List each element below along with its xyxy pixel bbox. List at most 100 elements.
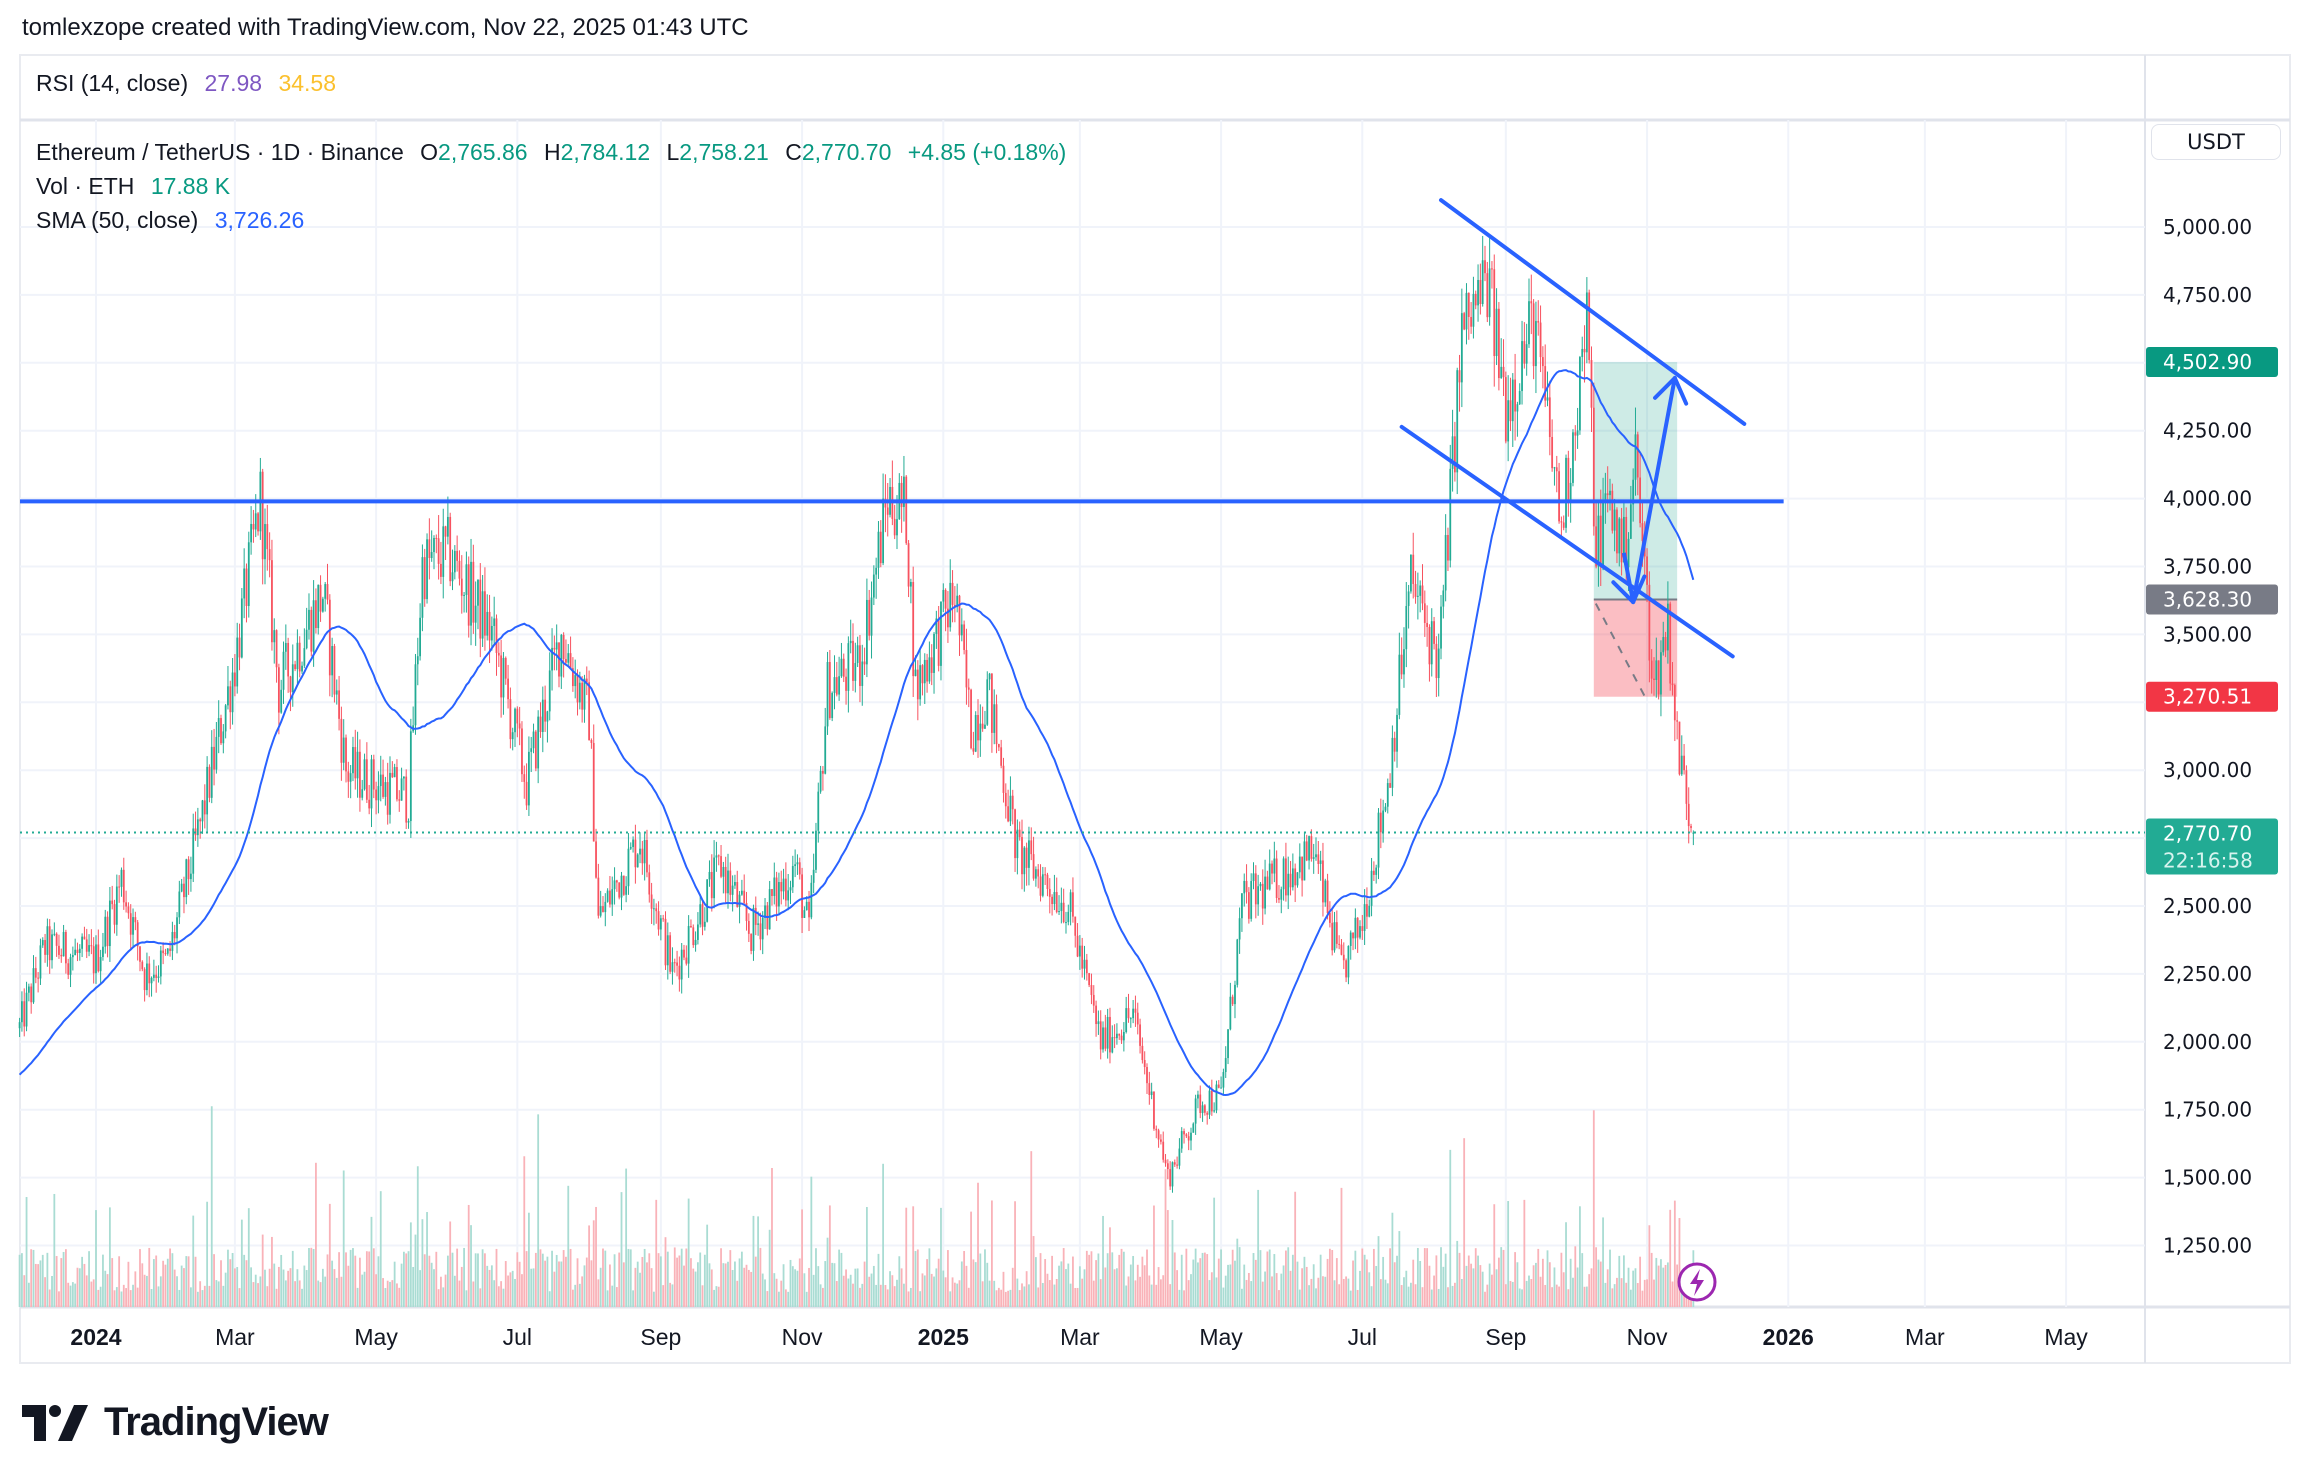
candle-body — [805, 901, 808, 911]
drawings[interactable] — [20, 198, 2145, 834]
candle-body — [685, 957, 688, 964]
volume-bar — [1146, 1249, 1148, 1307]
candle-body — [1623, 516, 1625, 563]
sma-legend[interactable]: SMA (50, close) 3,726.26 — [36, 207, 304, 234]
candle-body — [53, 933, 56, 935]
candle-body — [442, 526, 445, 577]
candle-body — [865, 599, 868, 665]
candle-body — [1405, 605, 1408, 650]
candle-body — [965, 649, 968, 688]
candle-body — [1173, 1162, 1176, 1165]
lightning-icon[interactable] — [1677, 1262, 1717, 1302]
volume-bar — [801, 1209, 803, 1307]
candle-body — [81, 936, 84, 949]
volume-bar — [296, 1269, 299, 1307]
volume-bar — [861, 1283, 864, 1307]
volume-bar — [1574, 1246, 1577, 1307]
volume-bar — [76, 1267, 79, 1307]
volume-bar — [1236, 1238, 1239, 1307]
volume-bar — [1632, 1270, 1635, 1307]
volume-bar — [284, 1280, 287, 1307]
candle-body — [1148, 1083, 1151, 1095]
candle-body — [106, 916, 109, 947]
candle-body — [97, 944, 100, 972]
volume-bar — [521, 1274, 523, 1307]
volume-bar — [981, 1281, 984, 1307]
volume-bar — [368, 1251, 371, 1307]
price-scale[interactable]: 5,000.004,750.004,250.004,000.003,750.00… — [2163, 215, 2252, 1258]
volume-bar — [1370, 1286, 1373, 1307]
candle-body — [361, 789, 364, 798]
volume-bar — [1065, 1269, 1067, 1307]
candle-body — [1062, 902, 1065, 923]
volume-bar — [757, 1216, 759, 1307]
candle-body — [516, 708, 519, 724]
volume-bar — [1298, 1289, 1301, 1307]
candle-body — [1324, 880, 1327, 903]
volume-bar — [544, 1260, 547, 1307]
volume-bar — [1060, 1261, 1063, 1307]
channel-lower-trendline — [1399, 424, 1735, 659]
candle-body — [27, 986, 30, 993]
volume-bar — [1463, 1138, 1466, 1307]
candle-body — [90, 945, 93, 947]
candle-body — [551, 647, 553, 671]
close-label: C — [785, 139, 802, 165]
time-tick-label: Sep — [1485, 1324, 1526, 1350]
candle-body — [1245, 880, 1248, 893]
candle-body — [1048, 888, 1051, 897]
candle-body — [1187, 1136, 1190, 1141]
volume-bar — [1497, 1257, 1500, 1307]
candle-body — [1546, 397, 1549, 401]
volume-bar — [136, 1287, 139, 1307]
volume-bar — [402, 1251, 405, 1307]
volume-bar — [750, 1271, 753, 1307]
candle-body — [398, 799, 401, 801]
candle-body — [58, 945, 60, 955]
candle-body — [984, 724, 986, 729]
volume-bar — [560, 1261, 563, 1307]
volume-bar — [865, 1207, 868, 1307]
tradingview-logo[interactable]: TradingView — [22, 1400, 329, 1445]
candle-body — [1002, 765, 1005, 793]
candle-body — [1430, 621, 1433, 665]
candle-body — [159, 950, 162, 977]
volume-bar — [1287, 1247, 1290, 1307]
time-axis[interactable]: 2024 Mar May Jul Sep Nov 2025 Mar May Jul Sep Nov 20… — [70, 1324, 2088, 1350]
volume-legend[interactable]: Vol · ETH 17.88 K — [36, 173, 230, 200]
volume-bar — [956, 1283, 959, 1307]
candle-body — [1335, 922, 1338, 944]
currency-button[interactable]: USDT — [2151, 124, 2281, 160]
volume-bar — [1650, 1252, 1653, 1307]
volume-bar — [1375, 1265, 1378, 1307]
candle-body — [1632, 479, 1635, 505]
volume-bar — [1069, 1283, 1072, 1307]
volume-bar — [625, 1168, 628, 1307]
volume-bar — [972, 1259, 975, 1307]
volume-bar — [1516, 1262, 1519, 1307]
symbol-legend[interactable]: Ethereum / TetherUS · 1D · Binance O2,76… — [36, 139, 1066, 166]
volume-bar — [578, 1283, 581, 1307]
volume-bar — [754, 1256, 757, 1307]
candle-body — [1210, 1090, 1213, 1112]
candle-body — [1011, 795, 1014, 810]
volume-bar — [231, 1252, 234, 1307]
volume-bar — [67, 1282, 70, 1307]
candle-body — [479, 579, 482, 639]
candle-body — [1074, 916, 1077, 936]
candle-body — [1166, 1163, 1169, 1170]
volume-bar — [1164, 1169, 1167, 1307]
candle-body — [907, 543, 910, 587]
volume-bar — [1206, 1254, 1209, 1307]
volume-bar — [831, 1262, 834, 1307]
volume-bar — [764, 1279, 766, 1307]
candle-body — [1155, 1128, 1158, 1131]
candle-body — [271, 560, 273, 643]
candle-body — [250, 523, 253, 543]
candle-body — [345, 737, 347, 772]
rsi-legend[interactable]: RSI (14, close) 27.98 34.58 — [36, 70, 336, 97]
volume-bar — [1620, 1278, 1623, 1307]
candle-body — [352, 747, 354, 774]
volume-bar — [569, 1248, 572, 1307]
